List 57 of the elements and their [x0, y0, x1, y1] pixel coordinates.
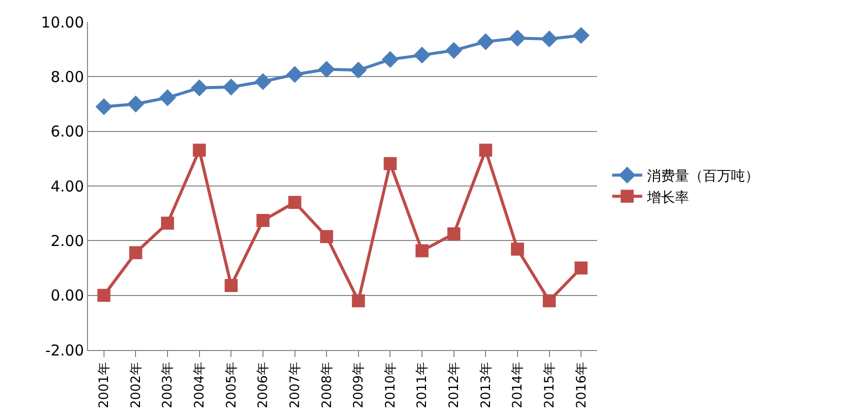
x-tick-label: 2006年 — [256, 362, 272, 408]
y-tick-label: -2.00 — [45, 341, 84, 360]
point — [286, 66, 304, 83]
y-tick-label: 0.00 — [50, 286, 84, 305]
point — [254, 73, 272, 90]
point — [95, 98, 112, 116]
point — [574, 262, 588, 274]
point — [288, 196, 302, 209]
point — [224, 278, 238, 292]
x-tick-label: 2003年 — [160, 362, 176, 408]
x-tick-label: 2009年 — [352, 362, 367, 408]
point — [384, 157, 397, 170]
point — [127, 96, 144, 112]
point — [192, 144, 206, 157]
point — [540, 30, 558, 48]
point — [318, 60, 336, 78]
point — [350, 62, 367, 79]
point — [572, 26, 590, 44]
point — [190, 79, 208, 96]
x-tick-label: 2004年 — [192, 362, 208, 408]
point — [256, 214, 270, 227]
point — [509, 30, 526, 47]
point — [320, 230, 334, 244]
y-tick-label: 4.00 — [50, 177, 84, 196]
x-tick-label: 2005年 — [224, 362, 240, 408]
x-tick-label: 2007年 — [288, 362, 304, 408]
x-tick-label: 2014年 — [510, 362, 526, 408]
point — [414, 46, 430, 64]
x-tick-label: 2001年 — [97, 362, 112, 408]
point — [161, 216, 174, 230]
y-tick-label: 6.00 — [50, 122, 84, 141]
point — [222, 78, 240, 96]
point — [445, 42, 462, 59]
x-tick-label: 2016年 — [574, 362, 590, 408]
point — [479, 144, 492, 157]
x-tick-label: 2010年 — [383, 362, 398, 408]
x-tick-label: 2002年 — [128, 362, 144, 408]
y-tick-label: 10.00 — [41, 13, 84, 32]
y-tick-label: 2.00 — [50, 232, 84, 250]
x-tick-label: 2012年 — [447, 362, 462, 408]
x-tick-label: 2008年 — [320, 362, 335, 408]
legend-label: 增长率 — [646, 190, 690, 206]
point — [416, 244, 429, 258]
point — [542, 294, 556, 308]
point — [97, 288, 110, 302]
point — [477, 33, 494, 50]
point — [510, 242, 524, 256]
x-tick-label: 2011年 — [415, 362, 430, 408]
x-tick-label: 2015年 — [542, 362, 558, 408]
legend-label: 消费量（百万吨） — [647, 168, 760, 185]
point — [129, 246, 142, 260]
point — [382, 51, 399, 68]
point — [447, 227, 460, 240]
point — [352, 294, 365, 308]
point — [159, 89, 176, 106]
y-tick-label: 8.00 — [50, 68, 84, 86]
x-tick-label: 2013年 — [478, 362, 494, 408]
